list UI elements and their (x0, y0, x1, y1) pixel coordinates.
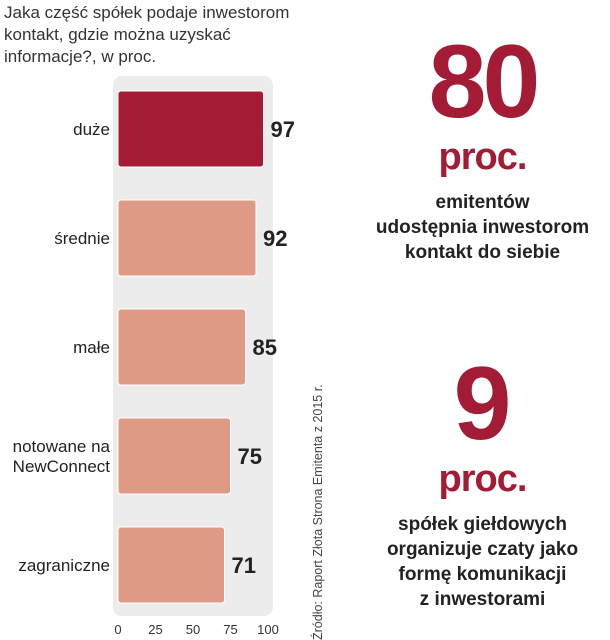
stat-value-80: 80 (350, 30, 610, 134)
category-label: średnie (54, 229, 110, 248)
bar-chart: 97 duże 92 średnie 85 małe 75 notowane na NewCon… (0, 0, 330, 640)
category-label: notowane na NewConnect (13, 437, 111, 476)
data-label: 85 (253, 335, 277, 360)
stat-description: spółek giełdowych organizuje czaty jako … (350, 512, 610, 612)
bar-1 (118, 200, 256, 276)
stat-block-chats: 9 proc. spółek giełdowych organizuje cza… (350, 352, 610, 612)
data-label: 92 (263, 226, 287, 251)
category-label: zagraniczne (18, 556, 110, 575)
stat-description: emitentów udostępnia inwestorom kontakt … (350, 190, 610, 265)
x-tick-label: 0 (114, 622, 121, 637)
x-tick-label: 50 (186, 622, 200, 637)
category-label: duże (73, 120, 110, 139)
bar-2 (118, 309, 246, 385)
data-label: 71 (232, 553, 256, 578)
stat-unit: proc. (350, 460, 610, 498)
x-tick-label: 100 (257, 622, 279, 637)
bar-0 (118, 91, 264, 167)
bar-4 (118, 527, 225, 603)
source-note: Źródło: Raport Złota Strona Emitenta z 2… (311, 384, 325, 640)
stat-block-emitters: 80 proc. emitentów udostępnia inwestorom… (350, 30, 610, 265)
data-label: 97 (271, 117, 295, 142)
data-label: 75 (238, 444, 262, 469)
bar-3 (118, 418, 231, 494)
stat-value-9: 9 (350, 352, 610, 456)
category-label: małe (73, 338, 110, 357)
stat-unit: proc. (350, 138, 610, 176)
x-tick-label: 75 (223, 622, 237, 637)
x-tick-label: 25 (148, 622, 162, 637)
